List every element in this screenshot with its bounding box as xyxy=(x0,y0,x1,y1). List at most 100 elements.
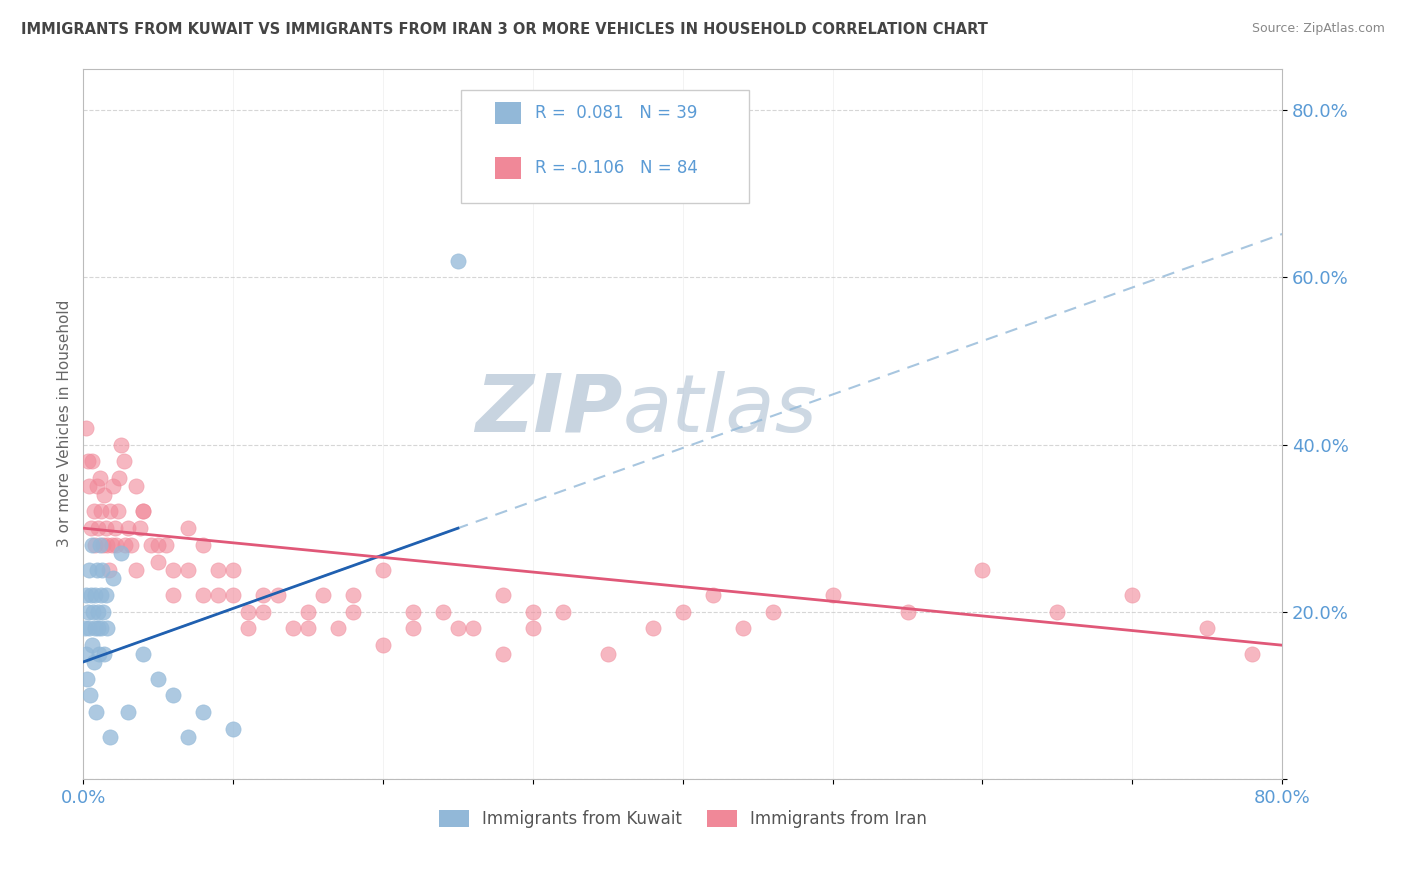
Point xyxy=(82,454,104,468)
Point xyxy=(93,488,115,502)
Point xyxy=(94,588,117,602)
Point xyxy=(103,571,125,585)
Point xyxy=(402,622,425,636)
Point xyxy=(148,672,170,686)
Point xyxy=(432,605,454,619)
Point xyxy=(79,479,101,493)
Y-axis label: 3 or more Vehicles in Household: 3 or more Vehicles in Household xyxy=(58,300,72,548)
Text: atlas: atlas xyxy=(623,370,817,449)
Point xyxy=(83,622,105,636)
Point xyxy=(252,588,274,602)
Point xyxy=(162,689,184,703)
Text: Source: ZipAtlas.com: Source: ZipAtlas.com xyxy=(1251,22,1385,36)
Point xyxy=(402,605,425,619)
Point xyxy=(91,605,114,619)
Point xyxy=(312,588,335,602)
Point xyxy=(1241,647,1264,661)
Point xyxy=(461,622,484,636)
Point xyxy=(177,563,200,577)
Point xyxy=(90,504,112,518)
Point xyxy=(84,705,107,719)
Point xyxy=(104,521,127,535)
Point xyxy=(371,563,394,577)
Point xyxy=(139,538,162,552)
Point xyxy=(112,454,135,468)
Point xyxy=(821,588,844,602)
Point xyxy=(447,253,470,268)
Point xyxy=(75,647,97,661)
Point xyxy=(177,521,200,535)
Point xyxy=(342,605,364,619)
Point xyxy=(79,689,101,703)
Point xyxy=(702,588,724,602)
Point xyxy=(108,471,131,485)
Point xyxy=(125,563,148,577)
Point xyxy=(82,538,104,552)
Point xyxy=(97,563,120,577)
Point xyxy=(342,588,364,602)
Point xyxy=(132,504,155,518)
Point xyxy=(596,647,619,661)
Point xyxy=(193,538,215,552)
Point xyxy=(222,588,245,602)
Text: ZIP: ZIP xyxy=(475,370,623,449)
Point xyxy=(267,588,290,602)
Point xyxy=(86,563,108,577)
Point xyxy=(1046,605,1069,619)
Point xyxy=(76,605,98,619)
Point xyxy=(90,622,112,636)
Point xyxy=(80,588,103,602)
Text: IMMIGRANTS FROM KUWAIT VS IMMIGRANTS FROM IRAN 3 OR MORE VEHICLES IN HOUSEHOLD C: IMMIGRANTS FROM KUWAIT VS IMMIGRANTS FRO… xyxy=(21,22,988,37)
Point xyxy=(281,622,304,636)
Point xyxy=(162,588,184,602)
Point xyxy=(96,622,118,636)
Point xyxy=(80,521,103,535)
Point xyxy=(103,479,125,493)
Point xyxy=(236,622,259,636)
Point xyxy=(114,538,136,552)
Point xyxy=(132,504,155,518)
Point xyxy=(129,521,152,535)
Text: R =  0.081   N = 39: R = 0.081 N = 39 xyxy=(536,104,697,122)
Point xyxy=(96,538,118,552)
Point xyxy=(76,672,98,686)
Point xyxy=(132,647,155,661)
Point xyxy=(98,504,121,518)
Point xyxy=(91,538,114,552)
Point xyxy=(89,538,111,552)
Point xyxy=(89,588,111,602)
FancyBboxPatch shape xyxy=(461,90,749,203)
Point xyxy=(193,588,215,602)
Point xyxy=(105,538,128,552)
Point xyxy=(522,605,544,619)
Point xyxy=(117,705,139,719)
Point xyxy=(551,605,574,619)
Point xyxy=(75,421,97,435)
FancyBboxPatch shape xyxy=(495,157,520,178)
FancyBboxPatch shape xyxy=(495,102,520,124)
Point xyxy=(522,622,544,636)
Point xyxy=(77,563,100,577)
Point xyxy=(148,555,170,569)
Point xyxy=(75,588,97,602)
Point xyxy=(193,705,215,719)
Point xyxy=(162,563,184,577)
Point xyxy=(73,622,96,636)
Point xyxy=(222,563,245,577)
Point xyxy=(100,538,122,552)
Point xyxy=(84,538,107,552)
Point xyxy=(120,538,142,552)
Point xyxy=(84,588,107,602)
Point xyxy=(110,546,132,560)
Point xyxy=(76,454,98,468)
Point xyxy=(1197,622,1219,636)
Point xyxy=(91,563,114,577)
Point xyxy=(297,605,319,619)
Text: R = -0.106   N = 84: R = -0.106 N = 84 xyxy=(536,159,699,177)
Point xyxy=(87,647,110,661)
Point xyxy=(297,622,319,636)
Point xyxy=(148,538,170,552)
Point xyxy=(87,605,110,619)
Point xyxy=(492,588,515,602)
Point xyxy=(222,722,245,736)
